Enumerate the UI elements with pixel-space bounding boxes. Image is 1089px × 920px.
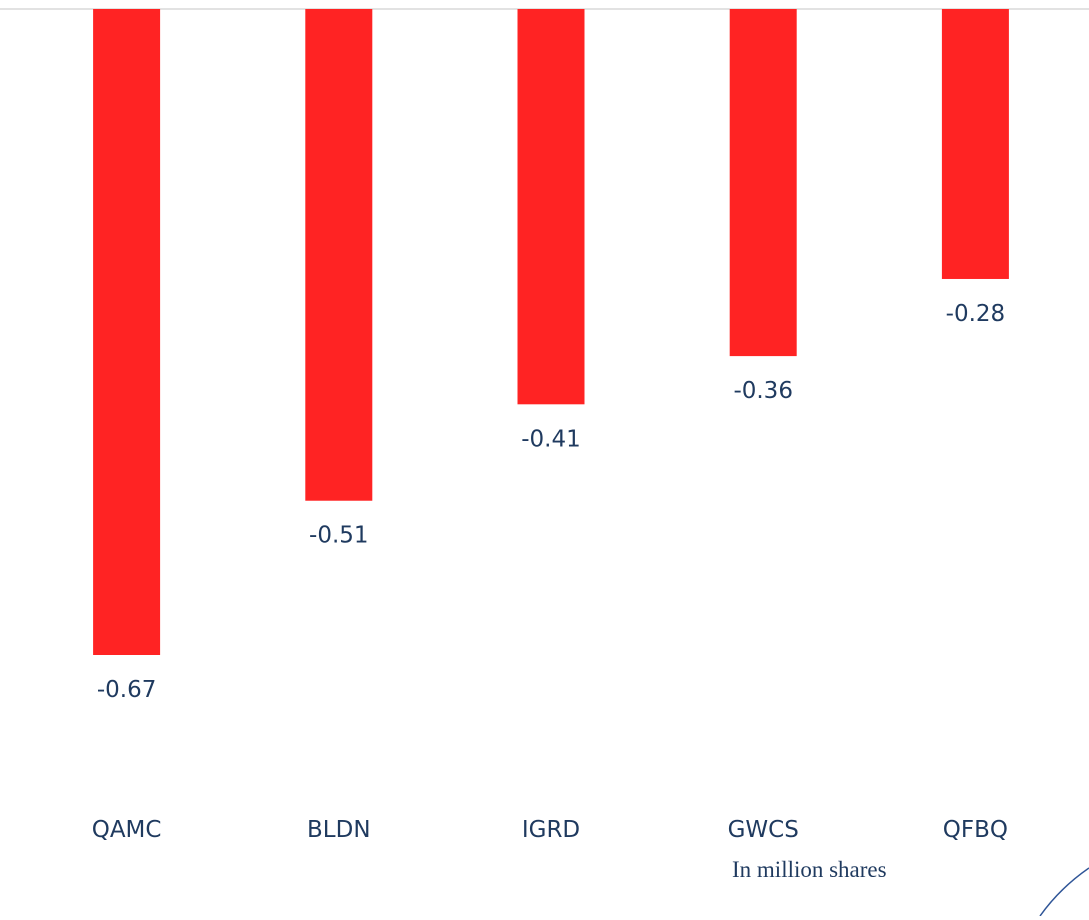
bar-qamc [93,9,161,655]
category-label-qamc: QAMC [92,817,162,843]
data-label-qamc: -0.67 [97,677,157,703]
data-label-igrd: -0.41 [521,426,581,452]
data-label-gwcs: -0.36 [733,378,793,404]
bar-qfbq [941,9,1009,279]
data-label-bldn: -0.51 [309,523,369,549]
category-label-igrd: IGRD [522,817,580,843]
bar-igrd [517,9,585,405]
units-note: In million shares [732,857,887,882]
category-label-qfbq: QFBQ [943,817,1008,843]
corner-swoosh-decoration [1039,867,1089,917]
bar-gwcs [729,9,797,357]
category-label-gwcs: GWCS [728,817,799,843]
bar-bldn [305,9,373,501]
category-label-bldn: BLDN [307,817,371,843]
data-label-qfbq: -0.28 [946,301,1006,327]
